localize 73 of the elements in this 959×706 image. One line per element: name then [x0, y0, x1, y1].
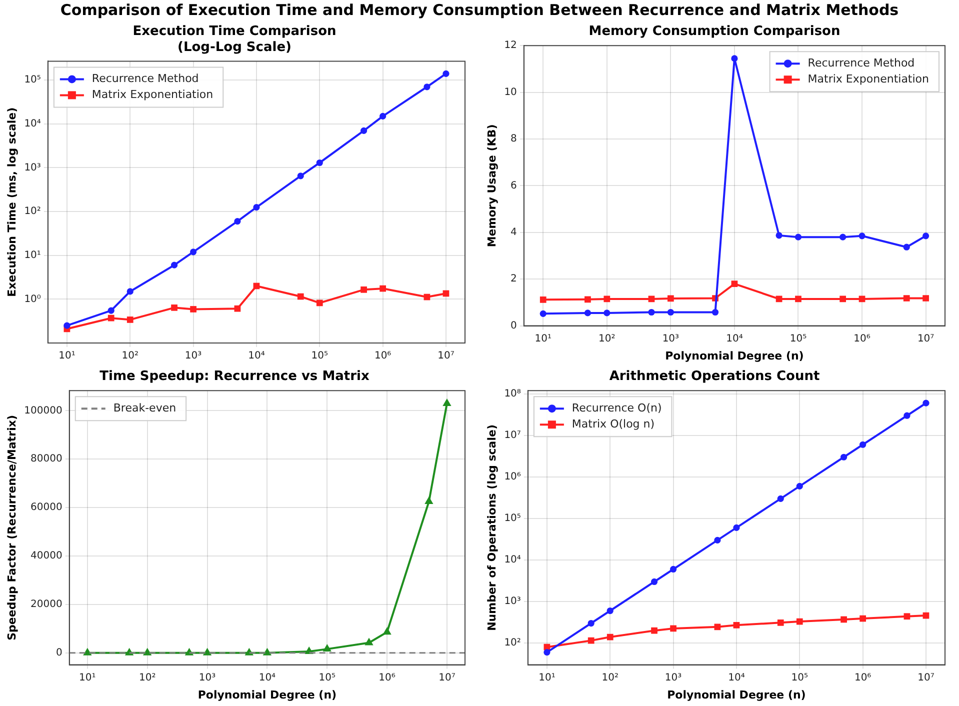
x-tick-label: 10⁶ [854, 333, 870, 344]
y-tick-label: 10⁸ [504, 388, 521, 400]
x-axis-title: Polynomial Degree (n) [667, 688, 806, 702]
x-tick-label: 10⁵ [791, 672, 808, 684]
y-tick-label: 10⁵ [24, 74, 41, 86]
x-tick-label: 10¹ [58, 350, 76, 362]
y-axis-title: Memory Usage (KB) [485, 124, 498, 248]
x-tick-label: 10⁷ [438, 350, 454, 362]
x-tick-label: 10⁴ [726, 333, 743, 344]
x-tick-label: 10⁶ [854, 672, 872, 684]
legend-label: Matrix O(log n) [572, 417, 655, 430]
y-tick-label: 10⁶ [504, 472, 521, 483]
y-tick-label: 80000 [30, 454, 62, 465]
legend-label: Matrix Exponentiation [808, 72, 930, 86]
x-tick-label: 10⁴ [248, 350, 265, 362]
x-tick-label: 10⁶ [374, 350, 392, 362]
y-tick-label: 60000 [30, 502, 62, 514]
x-axis-title: Polynomial Degree (n) [198, 688, 337, 702]
x-tick-label: 10² [138, 672, 156, 684]
y-tick-label: 10 [504, 86, 517, 98]
x-tick-label: 10² [122, 350, 138, 362]
y-tick-label: 6 [510, 180, 517, 192]
x-tick-label: 10⁵ [318, 672, 336, 684]
x-tick-label: 10⁷ [917, 333, 934, 344]
y-tick-label: 100000 [24, 405, 62, 416]
y-tick-label: 10¹ [24, 250, 41, 261]
legend-label: Recurrence Method [92, 72, 199, 86]
x-tick-label: 10⁷ [438, 672, 456, 684]
x-tick-label: 10³ [664, 672, 682, 684]
legend-label: Matrix Exponentiation [92, 88, 214, 102]
chart-title: Execution Time Comparison (Log-Log Scale) [132, 24, 336, 55]
y-tick-label: 4 [510, 226, 517, 238]
y-tick-label: 10⁷ [504, 430, 521, 442]
y-tick-label: 2 [510, 274, 517, 285]
legend-label: Break-even [113, 401, 176, 414]
y-tick-label: 40000 [30, 550, 62, 562]
chart-title: Time Speedup: Recurrence vs Matrix [100, 369, 370, 384]
y-tick-label: 10² [504, 638, 521, 649]
y-tick-label: 10³ [504, 596, 521, 608]
x-tick-label: 10³ [198, 672, 216, 684]
x-tick-label: 10⁴ [728, 672, 745, 684]
x-tick-label: 10⁵ [311, 350, 328, 362]
x-tick-label: 10³ [662, 333, 680, 344]
y-tick-label: 12 [504, 40, 517, 52]
x-tick-label: 10¹ [538, 672, 556, 684]
x-tick-label: 10¹ [534, 333, 552, 344]
chart-title: Memory Consumption Comparison [588, 24, 840, 40]
y-axis-title: Speedup Factor (Recurrence/Matrix) [5, 414, 18, 640]
x-tick-label: 10⁶ [378, 672, 396, 684]
text: Comparison of Execution Time and Memory Consumption Between Recurrence and Matrix Methods [59, 0, 900, 20]
x-tick-label: 10² [602, 672, 618, 684]
y-axis-title: Execution Time (ms, log scale) [5, 107, 18, 297]
x-tick-label: 10⁷ [918, 672, 934, 684]
x-tick-label: 10¹ [79, 672, 96, 684]
y-axis-title: Number of Operations (log scale) [485, 424, 498, 631]
y-tick-label: 20000 [30, 599, 62, 610]
y-tick-label: 0 [56, 648, 62, 659]
y-tick-label: 10⁰ [24, 294, 41, 305]
y-tick-label: 10⁴ [24, 118, 41, 130]
y-tick-label: 10² [24, 206, 41, 218]
x-tick-label: 10⁴ [258, 672, 276, 684]
x-tick-label: 10² [598, 333, 616, 344]
y-tick-label: 0 [510, 320, 517, 332]
legend-label: Recurrence O(n) [572, 401, 662, 414]
y-tick-label: 8 [510, 134, 517, 145]
x-tick-label: 10³ [184, 350, 202, 362]
legend-label: Recurrence Method [808, 56, 915, 70]
y-tick-label: 10³ [24, 162, 41, 174]
y-tick-label: 10⁴ [504, 554, 521, 566]
y-tick-label: 10⁵ [504, 513, 521, 524]
x-tick-label: 10⁵ [790, 333, 807, 344]
x-axis-title: Polynomial Degree (n) [665, 349, 804, 362]
chart-title: Arithmetic Operations Count [609, 369, 820, 384]
